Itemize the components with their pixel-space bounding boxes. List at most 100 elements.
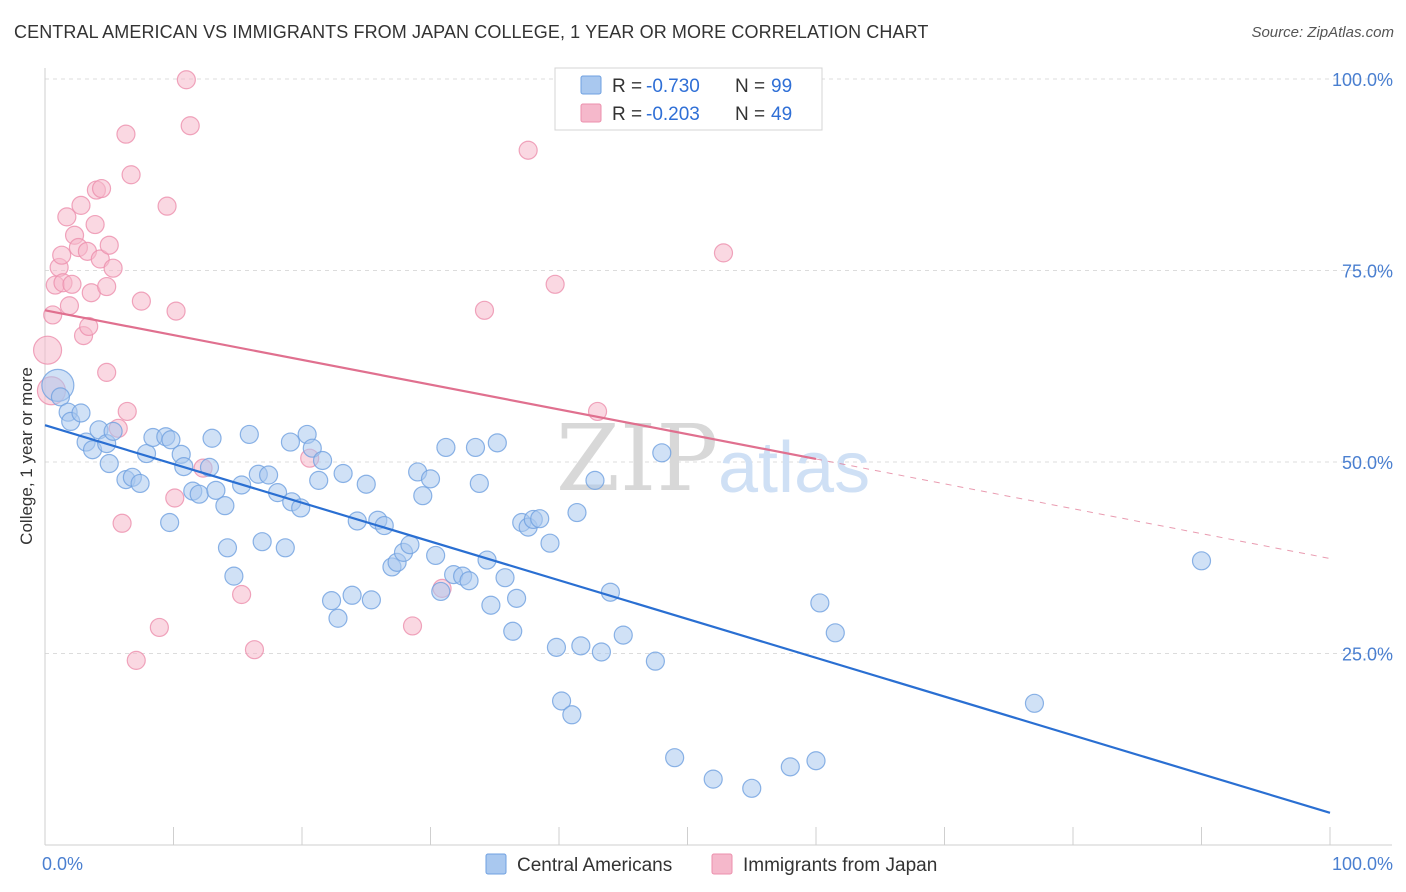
point-central-americans-82 (571, 636, 591, 656)
point-immigrants-japan-28 (116, 124, 136, 144)
point-central-americans-13 (130, 473, 150, 494)
point-central-americans-95 (825, 623, 845, 643)
point-central-americans-66 (469, 473, 489, 494)
point-immigrants-japan-8 (59, 296, 80, 316)
point-central-americans-65 (465, 437, 486, 458)
point-central-americans-58 (420, 469, 441, 489)
point-central-americans-83 (585, 470, 605, 490)
point-central-americans-90 (703, 769, 723, 789)
point-immigrants-japan-37 (180, 116, 200, 136)
point-immigrants-japan-46 (545, 274, 565, 294)
x-tick-labels: 0.0% 100.0% (42, 854, 1393, 874)
legend-n-value-2: 49 (771, 104, 792, 125)
legend-r-value-2: -0.203 (646, 104, 700, 125)
source-credit: Source: ZipAtlas.com (1251, 24, 1394, 41)
point-central-americans-43 (321, 591, 342, 611)
point-central-americans-72 (506, 588, 527, 608)
point-central-americans-87 (645, 651, 665, 671)
point-central-americans-41 (309, 470, 329, 490)
legend-swatch-pink (580, 103, 602, 123)
point-central-americans-9 (99, 453, 119, 474)
point-central-americans-64 (459, 571, 479, 591)
point-immigrants-japan-12 (71, 195, 91, 215)
point-immigrants-japan-5 (52, 245, 72, 265)
point-central-americans-10 (103, 421, 123, 441)
point-central-americans-48 (356, 474, 376, 494)
point-central-americans-17 (161, 430, 181, 450)
legend-n-value-1: 99 (771, 76, 792, 97)
point-immigrants-japan-15 (79, 316, 99, 337)
point-immigrants-japan-45 (518, 140, 538, 160)
point-central-americans-76 (530, 509, 550, 529)
y-tick-label-1: 50.0% (1342, 453, 1393, 473)
point-immigrants-japan-35 (166, 301, 186, 321)
point-immigrants-japan-42 (402, 616, 423, 636)
point-central-americans-47 (347, 511, 367, 531)
point-immigrants-japan-27 (97, 362, 117, 382)
point-immigrants-japan-30 (126, 650, 146, 670)
point-immigrants-japan-0 (32, 335, 63, 365)
point-central-americans-45 (333, 463, 353, 484)
gridlines (45, 78, 1392, 654)
point-immigrants-japan-34 (165, 488, 185, 508)
point-immigrants-japan-44 (474, 300, 495, 320)
point-central-americans-25 (206, 480, 226, 500)
y-axis-label: College, 1 year or more (17, 367, 36, 545)
point-central-americans-67 (477, 550, 497, 570)
point-central-americans-32 (252, 532, 272, 552)
point-central-americans-1 (50, 387, 71, 407)
point-central-americans-27 (217, 538, 238, 558)
point-central-americans-93 (806, 751, 826, 771)
y-tick-label-0: 25.0% (1342, 645, 1393, 665)
point-central-americans-94 (810, 593, 830, 613)
point-central-americans-26 (215, 496, 235, 516)
point-immigrants-japan-7 (57, 207, 77, 227)
point-central-americans-89 (665, 748, 685, 768)
point-immigrants-japan-22 (99, 235, 119, 255)
point-central-americans-24 (202, 428, 222, 448)
y-tick-labels: 25.0% 50.0% 75.0% 100.0% (1332, 70, 1393, 665)
point-central-americans-80 (562, 705, 582, 725)
point-central-americans-35 (275, 538, 295, 558)
point-immigrants-japan-20 (91, 178, 112, 199)
point-immigrants-japan-40 (244, 640, 265, 660)
series-label-central-americans: Central Americans (517, 855, 672, 876)
point-central-americans-22 (189, 484, 209, 504)
point-central-americans-71 (503, 621, 523, 641)
point-central-americans-97 (1191, 551, 1212, 571)
watermark-zip: ZIP (556, 405, 718, 512)
point-immigrants-japan-26 (117, 401, 137, 422)
legend-r-label-1: R = (612, 76, 642, 97)
point-central-americans-70 (495, 568, 515, 588)
point-central-americans-28 (224, 566, 244, 586)
point-central-americans-86 (613, 625, 633, 645)
point-central-americans-79 (551, 691, 572, 711)
legend-r-value-1: -0.730 (646, 76, 700, 97)
point-immigrants-japan-36 (176, 70, 196, 90)
point-immigrants-japan-25 (112, 513, 132, 533)
point-central-americans-37 (280, 432, 301, 452)
point-immigrants-japan-17 (85, 214, 105, 235)
legend-n-label-1: N = (735, 76, 765, 97)
point-immigrants-japan-32 (149, 617, 169, 638)
series-legend: Central Americans Immigrants from Japan (485, 853, 937, 876)
point-central-americans-88 (652, 443, 672, 463)
legend-r-label-2: R = (612, 104, 642, 125)
point-central-americans-49 (361, 590, 381, 610)
series-swatch-central-americans (485, 853, 507, 875)
trend-line-extension-1 (815, 458, 1331, 560)
point-central-americans-60 (431, 581, 451, 602)
point-central-americans-96 (1024, 693, 1045, 713)
x-tick-label-0: 0.0% (42, 854, 83, 874)
point-immigrants-japan-23 (103, 258, 123, 278)
point-central-americans-59 (426, 545, 446, 566)
point-central-americans-46 (342, 585, 362, 605)
point-central-americans-57 (413, 486, 433, 506)
axes (44, 68, 1392, 846)
point-immigrants-japan-33 (157, 196, 177, 216)
point-immigrants-japan-21 (97, 276, 117, 297)
point-immigrants-japan-31 (131, 291, 151, 311)
point-central-americans-84 (591, 642, 612, 662)
point-immigrants-japan-48 (713, 243, 734, 263)
